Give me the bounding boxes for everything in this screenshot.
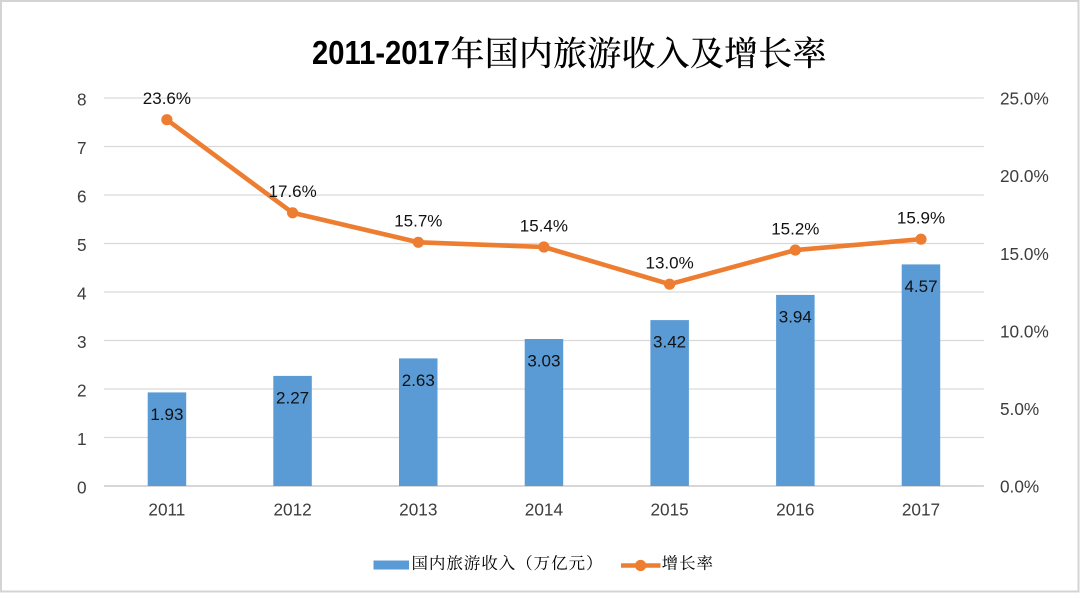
svg-text:2017: 2017: [902, 500, 940, 520]
svg-text:2015: 2015: [650, 500, 688, 520]
svg-text:15.9%: 15.9%: [897, 209, 945, 228]
svg-text:2012: 2012: [273, 500, 311, 520]
svg-text:2011-2017: 2011-2017: [312, 34, 450, 71]
svg-text:2011: 2011: [148, 500, 185, 520]
svg-text:25.0%: 25.0%: [1000, 89, 1049, 109]
svg-text:15.7%: 15.7%: [394, 212, 442, 231]
svg-text:2013: 2013: [399, 500, 437, 520]
svg-text:4.57: 4.57: [904, 277, 937, 296]
svg-text:13.0%: 13.0%: [645, 254, 693, 273]
svg-text:15.2%: 15.2%: [771, 219, 819, 238]
svg-text:7: 7: [77, 138, 87, 158]
svg-text:3.42: 3.42: [653, 333, 686, 352]
svg-text:15.4%: 15.4%: [520, 216, 568, 235]
svg-text:23.6%: 23.6%: [143, 89, 191, 108]
svg-text:3.03: 3.03: [527, 352, 560, 371]
svg-text:17.6%: 17.6%: [268, 182, 316, 201]
svg-text:1: 1: [77, 429, 87, 449]
svg-text:2014: 2014: [525, 500, 564, 520]
svg-text:2.27: 2.27: [276, 389, 309, 408]
svg-text:5: 5: [77, 235, 87, 255]
svg-text:6: 6: [77, 186, 87, 206]
svg-text:2: 2: [77, 380, 87, 400]
svg-text:8: 8: [77, 89, 87, 109]
svg-text:2016: 2016: [776, 500, 814, 520]
svg-text:4: 4: [77, 283, 87, 303]
svg-text:0: 0: [77, 477, 87, 497]
svg-text:20.0%: 20.0%: [1000, 166, 1049, 186]
svg-text:3: 3: [77, 332, 87, 352]
svg-text:10.0%: 10.0%: [1000, 321, 1049, 341]
svg-text:2.63: 2.63: [402, 371, 435, 390]
svg-text:3.94: 3.94: [779, 308, 812, 327]
svg-text:15.0%: 15.0%: [1000, 244, 1049, 264]
svg-text:0.0%: 0.0%: [1000, 477, 1039, 497]
svg-text:5.0%: 5.0%: [1000, 399, 1039, 419]
svg-text:1.93: 1.93: [150, 405, 183, 424]
